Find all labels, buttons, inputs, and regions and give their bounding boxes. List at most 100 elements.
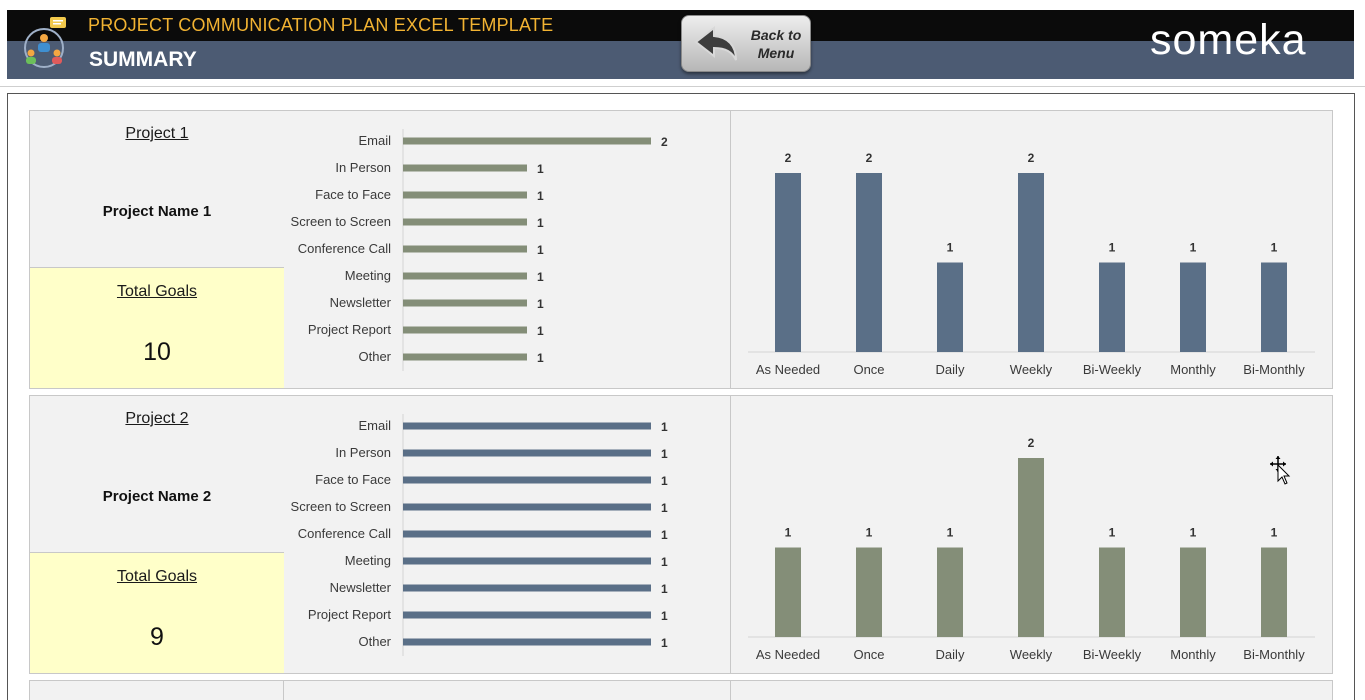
project-name-cell: Project 1 Project Name 1 [30,111,284,268]
bar [403,272,527,280]
category-label: Daily [936,647,965,662]
data-label: 2 [1028,436,1035,450]
bar [1261,547,1287,637]
channel-bar-chart: Email 1 In Person 1 Face to Face 1 Screen to S… [291,414,668,656]
category-label: Face to Face [315,472,391,487]
category-label: Conference Call [298,526,391,541]
project-name: Project Name 1 [102,203,212,220]
data-label: 1 [947,241,954,255]
bar [1099,262,1125,352]
category-label: Email [358,418,391,433]
category-label: Other [358,634,391,649]
bar [1018,173,1044,352]
bar [1180,262,1206,352]
total-goals-label: Total Goals [116,283,198,300]
category-label: Newsletter [330,580,392,595]
category-label: Meeting [345,268,391,283]
bar [403,164,527,172]
category-label: Email [358,133,391,148]
category-label: Bi-Weekly [1083,647,1142,662]
back-arrow-icon [694,25,737,61]
data-label: 1 [1190,241,1197,255]
bar [1018,458,1044,637]
project-info: Project 1 Project Name 1 Total Goals 10 [30,111,284,388]
frequency-chart: 2 As Needed 2 Once 1 Daily 2 Weekly 1 Bi-Weekly 1 M… [731,111,1332,388]
project-label: Project 1 [125,125,189,142]
data-label: 1 [537,243,544,257]
bar [403,245,527,253]
category-label: Once [853,647,884,662]
data-label: 1 [947,526,954,540]
total-goals-label: Total Goals [116,568,198,585]
bar [775,173,801,352]
project-name: Project Name 2 [102,488,212,505]
bar [403,611,651,619]
channel-bar-chart: Email 2 In Person 1 Face to Face 1 Screen to S… [291,129,668,371]
data-label: 1 [661,501,668,515]
bar [856,547,882,637]
data-label: 2 [866,151,873,165]
total-goals-value: 9 [150,623,164,651]
project-panel: Project 2 Project Name 2 Total Goals 9 E… [29,395,1333,674]
category-label: Bi-Monthly [1243,647,1305,662]
data-label: 1 [661,555,668,569]
data-label: 1 [661,474,668,488]
bar [403,503,651,511]
category-label: Monthly [1170,647,1216,662]
data-label: 1 [866,526,873,540]
data-label: 1 [1109,241,1116,255]
category-label: Screen to Screen [291,214,391,229]
data-label: 1 [661,447,668,461]
category-label: Project Report [308,607,391,622]
data-label: 1 [661,420,668,434]
bar [937,547,963,637]
category-label: Screen to Screen [291,499,391,514]
header-subtitle-bar [7,41,1354,79]
project-panel [29,680,1333,700]
data-label: 1 [661,528,668,542]
bar [403,449,651,457]
data-label: 1 [1271,526,1278,540]
total-goals-cell: Total Goals 10 [30,268,284,388]
bar [403,353,527,361]
data-label: 1 [537,297,544,311]
data-label: 1 [1109,526,1116,540]
bar [403,299,527,307]
bar [403,638,651,646]
category-label: Bi-Monthly [1243,362,1305,377]
category-label: In Person [335,160,391,175]
total-goals-value: 10 [143,338,171,366]
data-label: 2 [661,135,668,149]
data-label: 1 [537,189,544,203]
project-info [30,681,284,700]
category-label: Project Report [308,322,391,337]
bar [403,326,527,334]
data-label: 1 [537,216,544,230]
header-divider [0,86,1365,87]
data-label: 1 [661,636,668,650]
back-to-menu-label: Back to Menu [750,27,802,61]
total-goals-cell: Total Goals 9 [30,553,284,673]
bar [403,137,651,145]
bar [403,530,651,538]
bar [403,557,651,565]
bar [775,547,801,637]
channel-chart [284,681,731,700]
page-title: SUMMARY [89,48,197,71]
back-to-menu-button[interactable]: Back to Menu [681,15,811,72]
project-panel: Project 1 Project Name 1 Total Goals 10 … [29,110,1333,389]
bar [403,218,527,226]
category-label: Bi-Weekly [1083,362,1142,377]
data-label: 1 [785,526,792,540]
category-label: Face to Face [315,187,391,202]
bar [1180,547,1206,637]
project-label: Project 2 [125,410,189,427]
bar [403,584,651,592]
template-title: PROJECT COMMUNICATION PLAN EXCEL TEMPLAT… [88,15,554,35]
move-cursor-icon [1270,456,1291,485]
frequency-bar-chart: 2 As Needed 2 Once 1 Daily 2 Weekly 1 Bi-Weekly 1 M… [748,151,1315,377]
frequency-chart: 1 As Needed 1 Once 1 Daily 2 Weekly 1 Bi-Weekly 1 M… [731,396,1332,673]
bar [403,476,651,484]
category-label: Once [853,362,884,377]
project-info: Project 2 Project Name 2 Total Goals 9 [30,396,284,673]
